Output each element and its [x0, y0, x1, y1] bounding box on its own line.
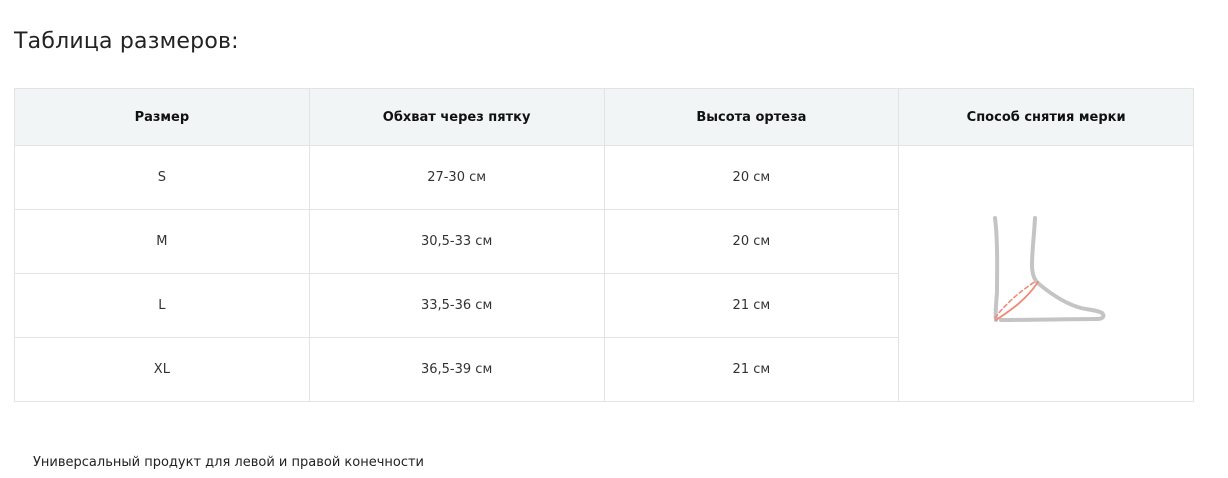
header-size: Размер	[14, 88, 310, 146]
cell-size: XL	[14, 337, 310, 402]
table-row: S 27-30 см 20 см	[14, 145, 1194, 402]
universal-product-note: Универсальный продукт для левой и правой…	[33, 455, 425, 470]
cell-height: 20 см	[603, 209, 900, 274]
cell-size: L	[14, 273, 310, 338]
cell-girth: 30,5-33 см	[308, 209, 605, 274]
foot-measurement-icon	[993, 215, 1106, 322]
table-header-row: Размер Обхват через пятку Высота ортеза …	[14, 88, 1194, 146]
table-row: XL 36,5-39 см 21 см	[14, 337, 1194, 402]
cell-size: M	[14, 209, 310, 274]
header-method: Способ снятия мерки	[898, 88, 1194, 146]
page-title: Таблица размеров:	[14, 29, 239, 54]
cell-height: 20 см	[603, 145, 900, 210]
cell-girth: 36,5-39 см	[308, 337, 605, 402]
measurement-method-cell	[898, 145, 1194, 402]
table-row: L 33,5-36 см 21 см	[14, 273, 1194, 338]
header-height: Высота ортеза	[603, 88, 900, 146]
table-row: M 30,5-33 см 20 см	[14, 209, 1194, 274]
cell-size: S	[14, 145, 310, 210]
cell-height: 21 см	[603, 337, 900, 402]
header-girth: Обхват через пятку	[308, 88, 605, 146]
cell-girth: 27-30 см	[308, 145, 605, 210]
size-table: Размер Обхват через пятку Высота ортеза …	[14, 88, 1194, 402]
cell-height: 21 см	[603, 273, 900, 338]
cell-girth: 33,5-36 см	[308, 273, 605, 338]
